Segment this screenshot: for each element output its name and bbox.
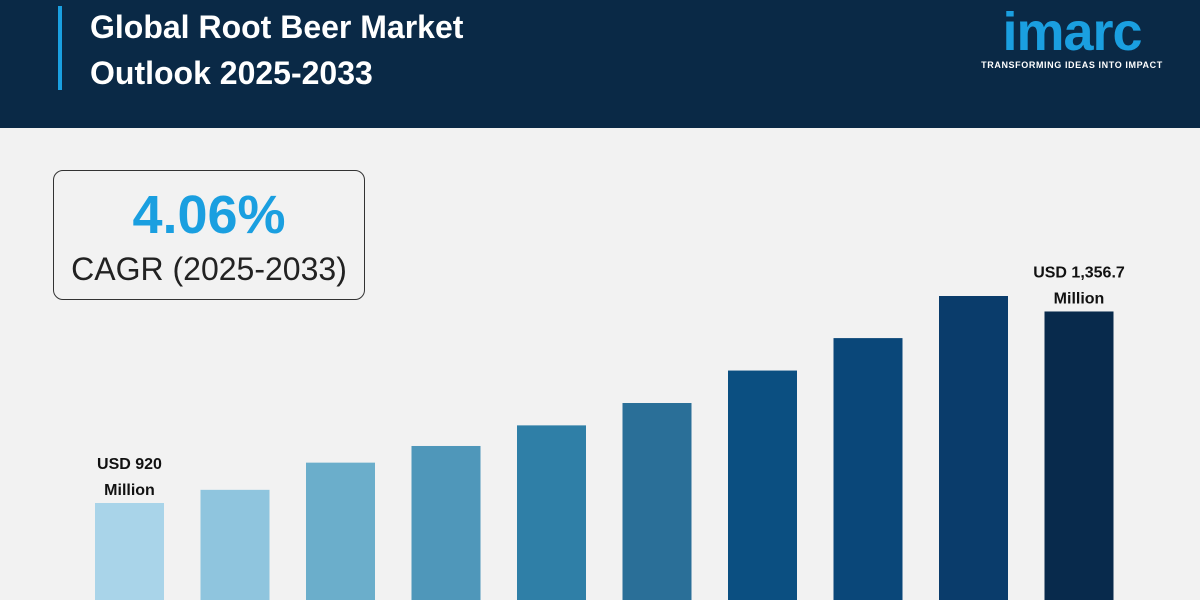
bar-1 — [95, 503, 164, 600]
bar-5 — [517, 425, 586, 600]
bar-8 — [833, 338, 903, 600]
header-accent-bar — [58, 6, 62, 90]
bar-9 — [939, 296, 1008, 600]
bar-6 — [622, 403, 692, 600]
cagr-value: 4.06% — [132, 185, 286, 245]
page-title: Global Root Beer Market Outlook 2025-203… — [90, 4, 650, 96]
bar-2 — [200, 489, 270, 600]
title-line-1: Global Root Beer Market — [90, 9, 464, 45]
title-line-2: Outlook 2025-2033 — [90, 55, 373, 91]
bar-3 — [306, 462, 375, 600]
bar-value-label-1: USD 920 Million — [97, 456, 162, 499]
cagr-label: CAGR (2025-2033) — [71, 251, 347, 287]
logo-wordmark: imarc — [1002, 2, 1142, 62]
bar-value-label-2: USD 1,356.7 Million — [1033, 264, 1125, 307]
bar-10 — [1044, 311, 1114, 600]
logo-tagline: TRANSFORMING IDEAS INTO IMPACT — [981, 60, 1163, 70]
cagr-callout: 4.06% CAGR (2025-2033) — [53, 170, 365, 300]
header-banner: Global Root Beer Market Outlook 2025-203… — [0, 0, 1200, 128]
bar-4 — [411, 445, 481, 600]
bar-7 — [728, 370, 797, 600]
imarc-logo: imarc TRANSFORMING IDEAS INTO IMPACT — [966, 4, 1178, 72]
